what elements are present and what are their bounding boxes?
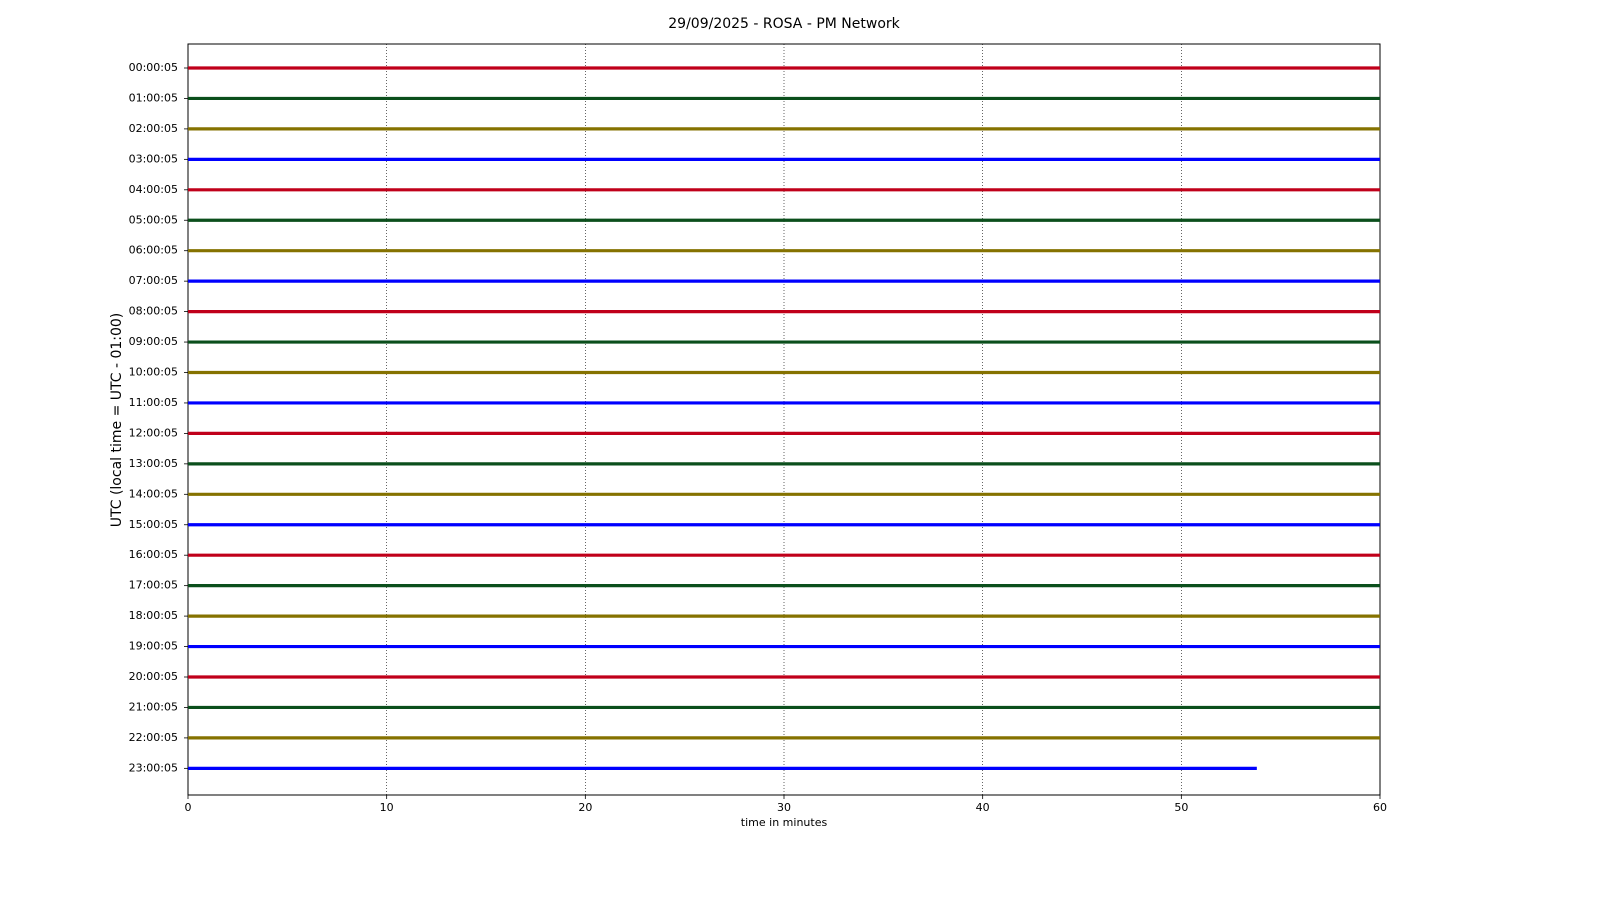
x-tick-label: 20 bbox=[578, 801, 592, 814]
y-tick-label: 21:00:05 bbox=[129, 700, 178, 713]
y-tick-label: 06:00:05 bbox=[129, 244, 178, 257]
y-tick-label: 19:00:05 bbox=[129, 640, 178, 653]
y-tick-label: 08:00:05 bbox=[129, 305, 178, 318]
x-tick-label: 30 bbox=[777, 801, 791, 814]
y-tick-label: 18:00:05 bbox=[129, 609, 178, 622]
y-tick-label: 23:00:05 bbox=[129, 761, 178, 774]
y-tick-label: 09:00:05 bbox=[129, 335, 178, 348]
y-tick-label: 16:00:05 bbox=[129, 548, 178, 561]
y-tick-label: 13:00:05 bbox=[129, 457, 178, 470]
x-tick-label: 60 bbox=[1373, 801, 1387, 814]
y-tick-label: 07:00:05 bbox=[129, 274, 178, 287]
y-tick-label: 05:00:05 bbox=[129, 213, 178, 226]
x-tick-label: 40 bbox=[976, 801, 990, 814]
y-tick-label: 03:00:05 bbox=[129, 152, 178, 165]
y-tick-label: 11:00:05 bbox=[129, 396, 178, 409]
y-tick-label: 10:00:05 bbox=[129, 366, 178, 379]
y-tick-label: 15:00:05 bbox=[129, 518, 178, 531]
x-tick-label: 50 bbox=[1174, 801, 1188, 814]
x-axis-label: time in minutes bbox=[741, 816, 828, 829]
y-tick-label: 14:00:05 bbox=[129, 487, 178, 500]
y-tick-label: 01:00:05 bbox=[129, 91, 178, 104]
y-tick-label: 02:00:05 bbox=[129, 122, 178, 135]
y-tick-label: 04:00:05 bbox=[129, 183, 178, 196]
x-tick-label: 0 bbox=[185, 801, 192, 814]
chart-title: 29/09/2025 - ROSA - PM Network bbox=[668, 16, 900, 32]
y-tick-label: 20:00:05 bbox=[129, 670, 178, 683]
y-tick-label: 00:00:05 bbox=[129, 61, 178, 74]
y-axis-label: UTC (local time = UTC - 01:00) bbox=[109, 313, 125, 528]
x-tick-label: 10 bbox=[380, 801, 394, 814]
y-tick-label: 22:00:05 bbox=[129, 731, 178, 744]
y-tick-label: 12:00:05 bbox=[129, 426, 178, 439]
y-tick-label: 17:00:05 bbox=[129, 579, 178, 592]
